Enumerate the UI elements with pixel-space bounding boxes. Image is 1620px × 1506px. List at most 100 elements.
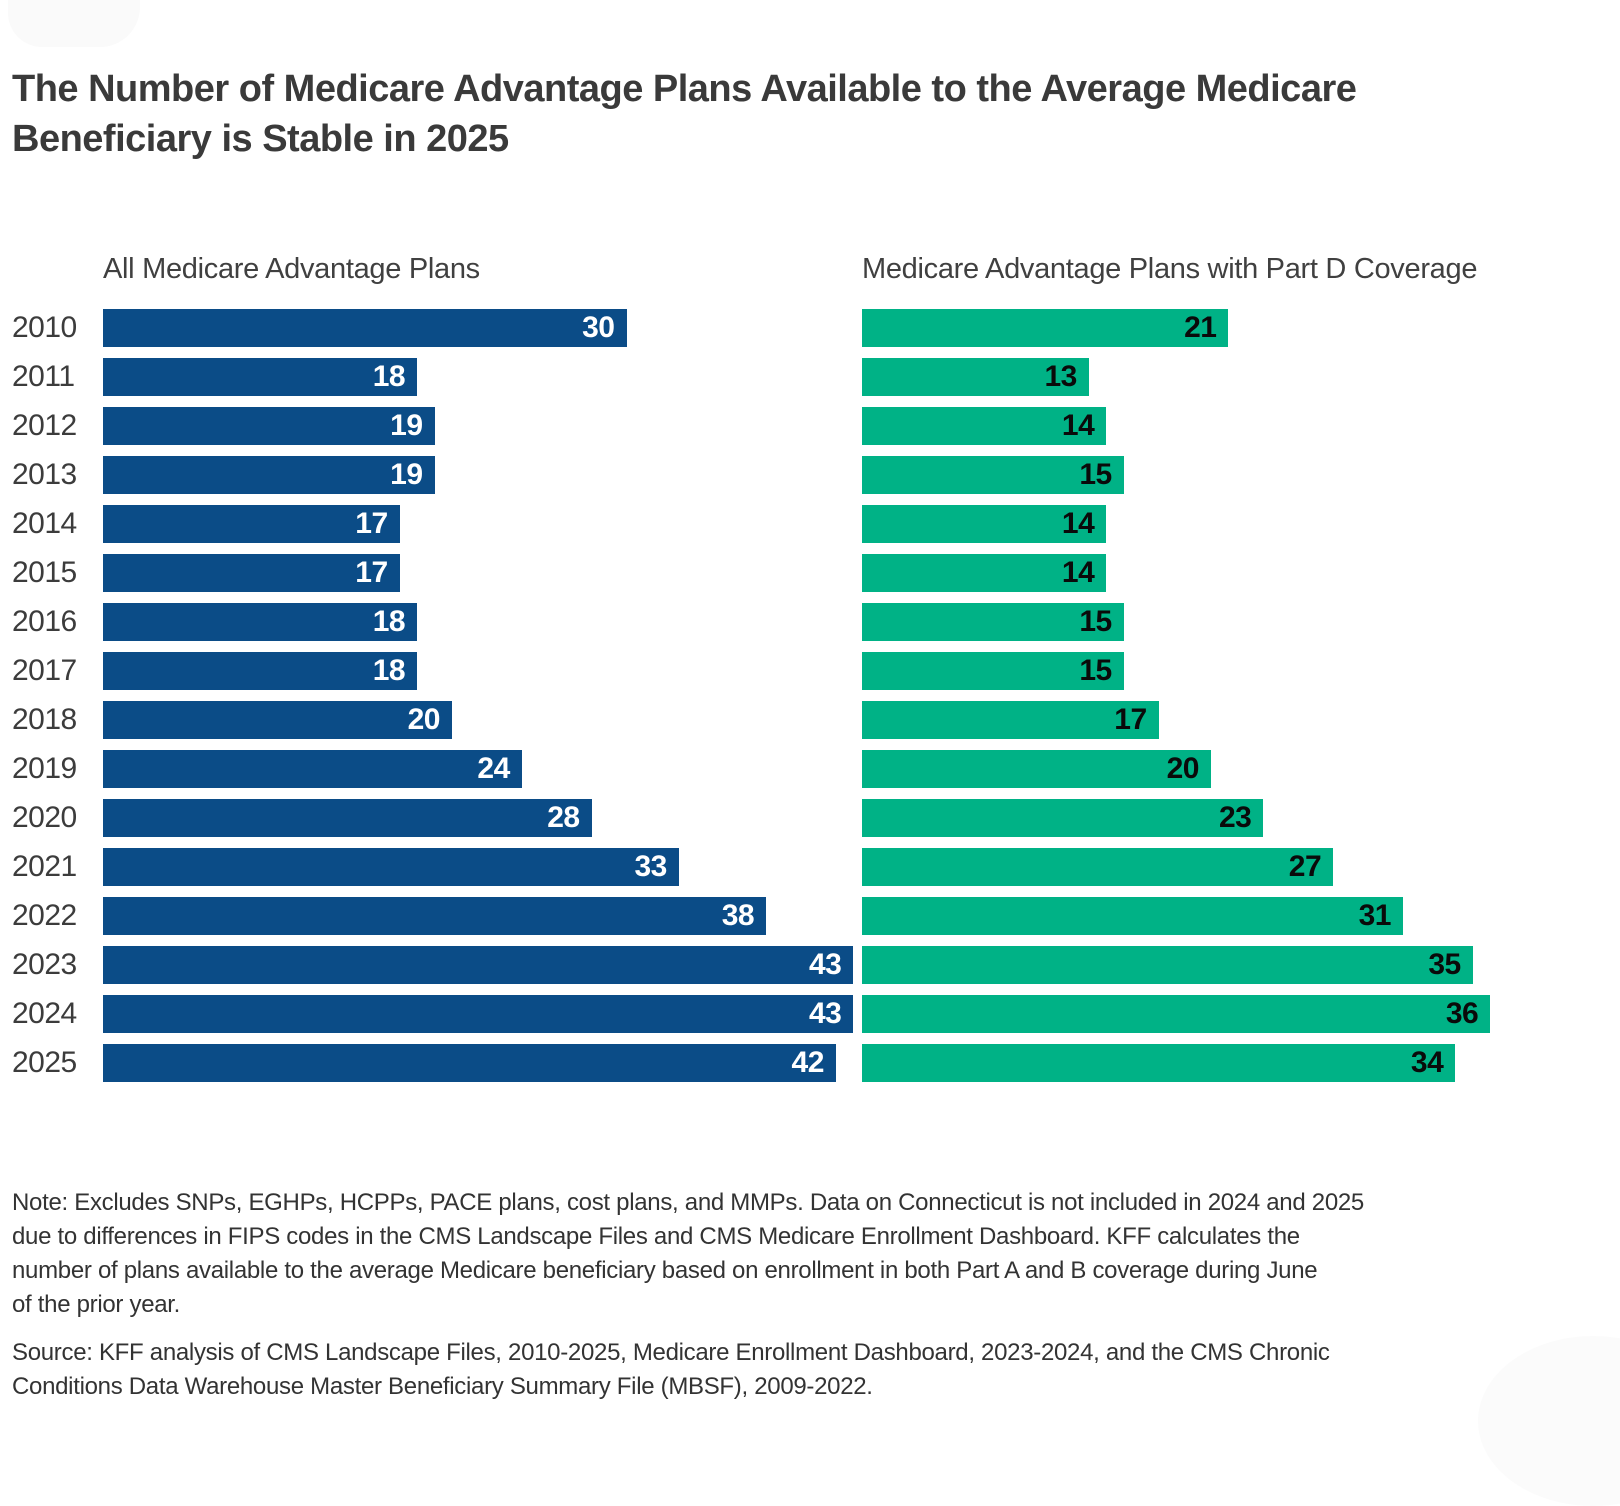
chart-title-line-2: Beneficiary is Stable in 2025 <box>12 118 509 160</box>
year-label: 2019 <box>12 752 77 785</box>
bar-value-label: 30 <box>582 311 615 344</box>
bar-partd-plans: 21 <box>862 309 1229 347</box>
bar-partd-plans: 23 <box>862 799 1264 837</box>
bar-partd-plans: 13 <box>862 358 1089 396</box>
chart-row: 2023 43 35 <box>0 946 1620 995</box>
chart-row: 2010 30 21 <box>0 309 1620 358</box>
bar-value-label: 18 <box>372 360 406 393</box>
bar-cell-all-plans: 30 <box>103 309 862 347</box>
bar-cell-all-plans: 28 <box>103 799 862 837</box>
bar-cell-partd-plans: 35 <box>862 946 1620 984</box>
chart-row: 2015 17 14 <box>0 554 1620 603</box>
bar-cell-partd-plans: 21 <box>862 309 1620 347</box>
bar-cell-partd-plans: 27 <box>862 848 1620 886</box>
bar-all-plans: 33 <box>103 848 679 886</box>
bar-value-label: 23 <box>1218 801 1252 834</box>
bar-value-label: 15 <box>1079 654 1112 687</box>
bar-cell-all-plans: 18 <box>103 652 862 690</box>
bar-value-label: 19 <box>390 458 423 491</box>
bar-value-label: 18 <box>372 605 406 638</box>
bar-partd-plans: 14 <box>862 554 1107 592</box>
bar-cell-all-plans: 43 <box>103 946 862 984</box>
bar-partd-plans: 20 <box>862 750 1211 788</box>
source-line-2: Conditions Data Warehouse Master Benefic… <box>12 1373 873 1400</box>
bar-cell-partd-plans: 34 <box>862 1044 1620 1082</box>
bar-cell-all-plans: 19 <box>103 407 862 445</box>
bar-cell-all-plans: 20 <box>103 701 862 739</box>
bar-cell-partd-plans: 31 <box>862 897 1620 935</box>
year-label: 2015 <box>12 556 77 589</box>
note-line-3: number of plans available to the average… <box>12 1257 1318 1284</box>
chart-row: 2018 20 17 <box>0 701 1620 750</box>
left-series-header: All Medicare Advantage Plans <box>103 253 480 285</box>
bar-all-plans: 24 <box>103 750 522 788</box>
bar-value-label: 20 <box>1166 752 1200 785</box>
bar-cell-partd-plans: 15 <box>862 456 1620 494</box>
bar-cell-all-plans: 43 <box>103 995 862 1033</box>
chart-row: 2016 18 15 <box>0 603 1620 652</box>
chart-row: 2025 42 34 <box>0 1044 1620 1093</box>
bar-value-label: 19 <box>390 409 423 442</box>
bar-partd-plans: 17 <box>862 701 1159 739</box>
bar-value-label: 21 <box>1184 311 1217 344</box>
bar-all-plans: 43 <box>103 946 854 984</box>
note-line-1: Note: Excludes SNPs, EGHPs, HCPPs, PACE … <box>12 1189 1364 1216</box>
bar-value-label: 17 <box>355 556 388 589</box>
year-label: 2024 <box>12 997 77 1030</box>
bar-all-plans: 18 <box>103 652 418 690</box>
year-label: 2021 <box>12 850 77 883</box>
year-label: 2011 <box>12 360 75 393</box>
bar-value-label: 35 <box>1428 948 1461 981</box>
bar-all-plans: 17 <box>103 505 400 543</box>
year-label: 2017 <box>12 654 77 687</box>
bar-value-label: 31 <box>1358 899 1392 932</box>
chart-title: The Number of Medicare Advantage Plans A… <box>12 64 1572 164</box>
bar-all-plans: 43 <box>103 995 854 1033</box>
chart-row: 2024 43 36 <box>0 995 1620 1044</box>
bar-partd-plans: 15 <box>862 652 1124 690</box>
bar-all-plans: 38 <box>103 897 767 935</box>
bar-partd-plans: 27 <box>862 848 1334 886</box>
bar-partd-plans: 14 <box>862 505 1107 543</box>
bar-value-label: 20 <box>407 703 441 736</box>
year-label: 2014 <box>12 507 77 540</box>
bar-value-label: 14 <box>1061 507 1095 540</box>
bar-cell-all-plans: 19 <box>103 456 862 494</box>
bar-cell-partd-plans: 20 <box>862 750 1620 788</box>
bar-value-label: 15 <box>1079 458 1112 491</box>
bar-cell-partd-plans: 15 <box>862 652 1620 690</box>
right-series-header: Medicare Advantage Plans with Part D Cov… <box>862 253 1478 285</box>
bar-value-label: 14 <box>1061 409 1095 442</box>
bar-cell-partd-plans: 17 <box>862 701 1620 739</box>
bar-cell-all-plans: 38 <box>103 897 862 935</box>
bar-partd-plans: 31 <box>862 897 1403 935</box>
bar-value-label: 17 <box>1114 703 1147 736</box>
bar-cell-partd-plans: 13 <box>862 358 1620 396</box>
bar-all-plans: 42 <box>103 1044 836 1082</box>
year-label: 2023 <box>12 948 77 981</box>
bar-cell-all-plans: 18 <box>103 358 862 396</box>
bar-cell-all-plans: 18 <box>103 603 862 641</box>
bar-all-plans: 19 <box>103 407 435 445</box>
year-label: 2018 <box>12 703 77 736</box>
year-label: 2016 <box>12 605 77 638</box>
chart-row: 2022 38 31 <box>0 897 1620 946</box>
chart-row: 2012 19 14 <box>0 407 1620 456</box>
bar-partd-plans: 15 <box>862 603 1124 641</box>
bar-cell-partd-plans: 14 <box>862 505 1620 543</box>
bar-partd-plans: 34 <box>862 1044 1456 1082</box>
chart-row: 2021 33 27 <box>0 848 1620 897</box>
chart-row: 2013 19 15 <box>0 456 1620 505</box>
bar-value-label: 43 <box>808 997 842 1030</box>
bar-partd-plans: 36 <box>862 995 1491 1033</box>
bar-value-label: 43 <box>808 948 842 981</box>
bar-all-plans: 18 <box>103 358 418 396</box>
note-line-2: due to differences in FIPS codes in the … <box>12 1223 1300 1250</box>
bar-all-plans: 18 <box>103 603 418 641</box>
bar-value-label: 14 <box>1061 556 1095 589</box>
bar-all-plans: 30 <box>103 309 627 347</box>
bar-all-plans: 28 <box>103 799 592 837</box>
chart-row: 2014 17 14 <box>0 505 1620 554</box>
source-line-1: Source: KFF analysis of CMS Landscape Fi… <box>12 1339 1330 1366</box>
chart-row: 2011 18 13 <box>0 358 1620 407</box>
